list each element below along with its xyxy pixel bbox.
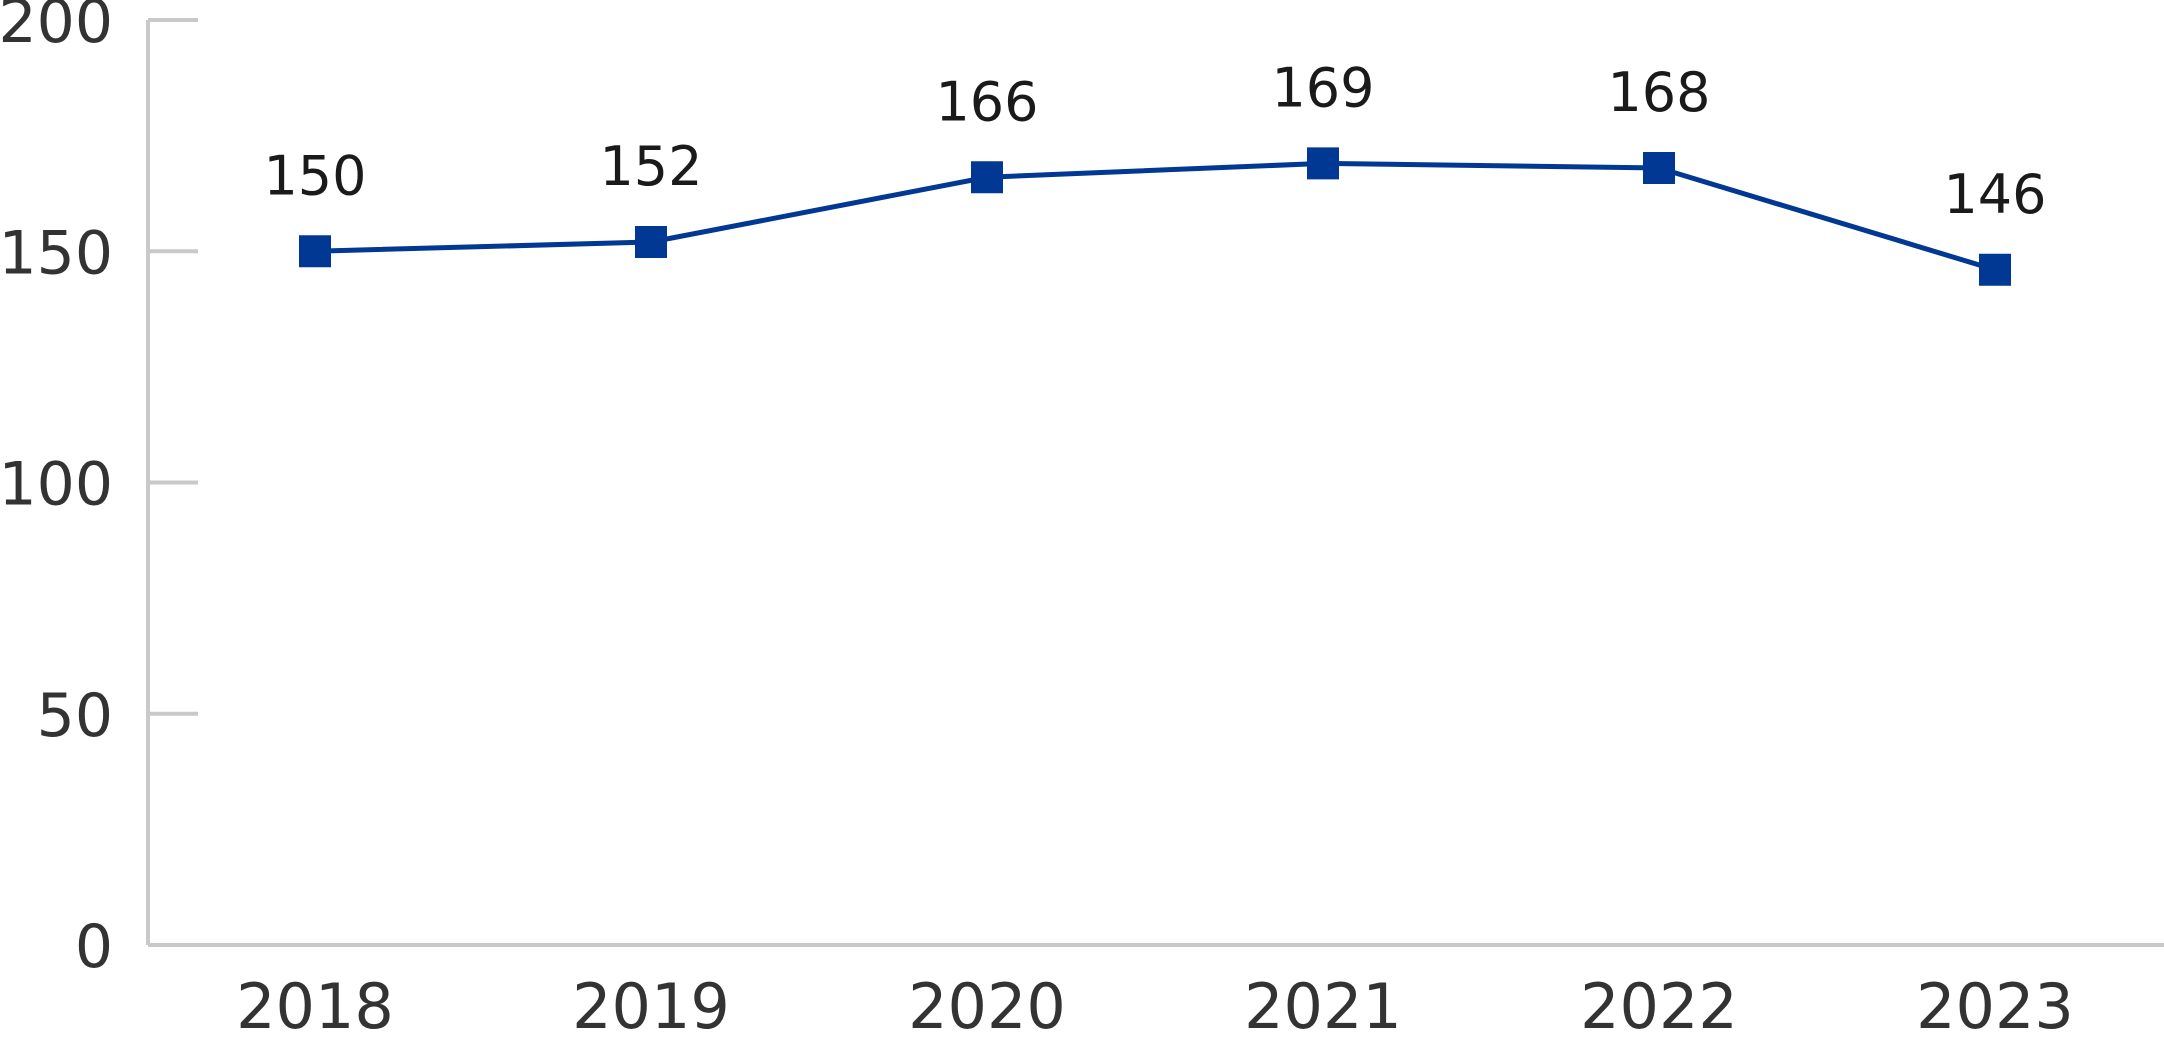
series-layer (299, 147, 2011, 286)
data-label: 168 (1607, 61, 1710, 124)
data-label: 146 (1943, 163, 2046, 226)
data-point-marker (1307, 147, 1339, 180)
x-tick-label: 2020 (908, 970, 1066, 1043)
x-tick-label: 2022 (1580, 970, 1738, 1043)
data-labels: 150 152 166 169 168 146 (263, 56, 2046, 225)
data-point-marker (299, 235, 331, 268)
data-point-marker (971, 161, 1003, 194)
x-tick-label: 2018 (236, 970, 394, 1043)
data-point-marker (1643, 152, 1675, 184)
y-tick-label: 50 (37, 681, 113, 751)
x-tick-label: 2023 (1916, 970, 2074, 1043)
x-tick-label: 2021 (1244, 970, 1402, 1043)
y-tick-label: 150 (0, 218, 113, 288)
data-point-marker (635, 226, 667, 258)
x-tick-label: 2019 (572, 970, 730, 1043)
series-line (314, 160, 1996, 273)
y-axis-ticks: 0 50 100 150 200 (0, 0, 198, 982)
data-point-marker (1979, 253, 2011, 286)
x-axis-ticks: 2018 2019 2020 2021 2022 2023 (236, 970, 2074, 1043)
data-label: 150 (263, 144, 366, 207)
data-label: 152 (599, 135, 702, 198)
y-tick-label: 0 (75, 912, 113, 982)
y-tick-label: 200 (0, 0, 113, 57)
y-tick-label: 100 (0, 450, 113, 520)
axes (146, 20, 2164, 947)
data-label: 166 (935, 70, 1038, 133)
data-label: 169 (1271, 56, 1374, 119)
